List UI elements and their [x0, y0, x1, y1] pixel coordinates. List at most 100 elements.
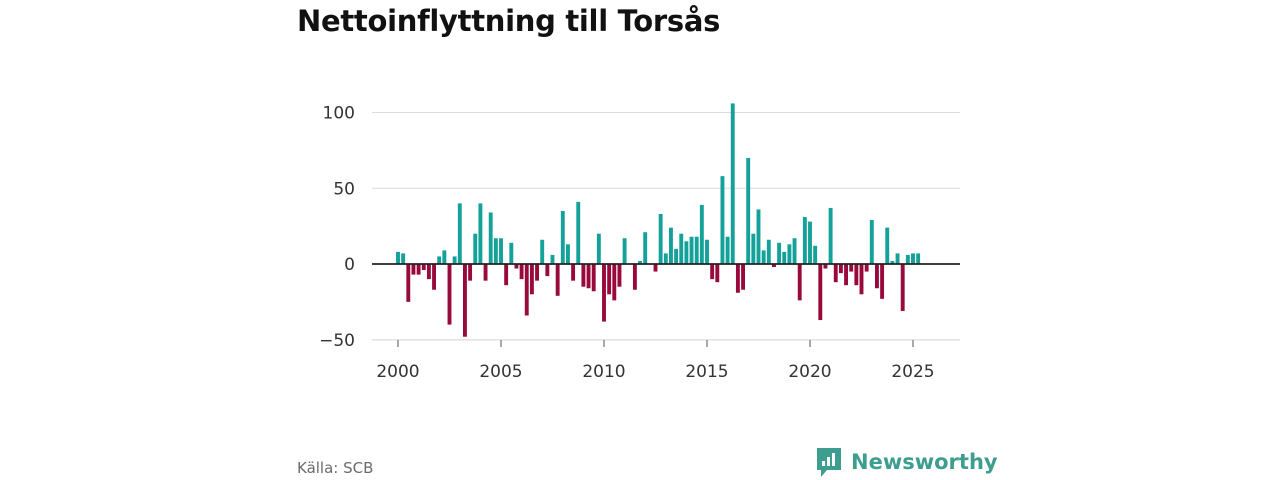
newsworthy-logo-icon: [817, 448, 841, 477]
chart-title: Nettoinflyttning till Torsås: [297, 4, 721, 38]
bar: [442, 250, 447, 264]
bar: [916, 253, 921, 264]
y-tick-label: −50: [319, 331, 355, 351]
bar: [504, 264, 509, 286]
bar: [452, 256, 457, 264]
bar: [715, 264, 720, 283]
x-tick-label: 2010: [582, 362, 625, 382]
y-tick-label: 50: [333, 179, 355, 199]
bar: [730, 103, 735, 264]
bar: [751, 233, 756, 264]
bar: [411, 264, 416, 275]
bar: [875, 264, 879, 289]
bar: [689, 236, 694, 264]
bar: [396, 251, 400, 264]
bar: [880, 264, 885, 299]
bar: [483, 264, 488, 281]
bars: [396, 103, 921, 337]
bar: [833, 264, 838, 283]
bar: [586, 264, 591, 289]
bar: [720, 176, 725, 264]
bar: [766, 239, 771, 264]
bar: [432, 264, 436, 290]
bar: [741, 264, 745, 290]
bar: [488, 212, 493, 264]
x-tick-label: 2020: [788, 362, 831, 382]
bar: [447, 264, 452, 325]
bar: [529, 264, 534, 295]
bar: [900, 264, 905, 311]
bar: [421, 264, 426, 271]
bar: [787, 244, 792, 265]
bar: [813, 245, 818, 264]
bar: [890, 260, 895, 264]
bar: [761, 250, 766, 264]
bar: [710, 264, 715, 280]
bar: [838, 264, 843, 274]
x-tick-label: 2000: [376, 362, 419, 382]
bar: [591, 264, 596, 292]
bar: [550, 254, 555, 264]
bar: [560, 210, 565, 264]
bar: [524, 264, 529, 316]
bar: [612, 264, 617, 301]
bar: [622, 238, 627, 264]
bar: [478, 203, 483, 264]
bar: [818, 264, 823, 321]
bar: [905, 254, 910, 264]
bar: [602, 264, 606, 322]
bar: [638, 260, 642, 264]
bar: [663, 253, 668, 264]
bar: [792, 238, 797, 264]
bar: [581, 264, 586, 287]
bar: [705, 239, 709, 264]
bar: [823, 264, 828, 269]
bar: [643, 232, 648, 264]
bar: [746, 157, 751, 264]
bar: [885, 227, 890, 264]
bar: [772, 264, 776, 268]
bar: [540, 239, 545, 264]
bar: [735, 264, 740, 293]
bar: [617, 264, 622, 287]
bar: [658, 214, 663, 264]
bar: [725, 236, 730, 264]
bar: [493, 238, 498, 264]
bar: [684, 241, 689, 264]
bar: [406, 264, 411, 302]
bar: [499, 238, 503, 264]
y-tick-label: 0: [344, 255, 355, 275]
bar: [849, 264, 854, 272]
bar: [653, 264, 658, 272]
x-tick-label: 2015: [685, 362, 728, 382]
y-tick-label: 100: [323, 104, 355, 124]
x-axis: 2000 2005 2010 2015 2020 2025: [376, 340, 935, 382]
bar: [632, 264, 637, 290]
bar: [854, 264, 859, 286]
bar: [694, 236, 699, 264]
bar: [457, 203, 462, 264]
bar: [828, 207, 833, 264]
bar: [555, 264, 560, 296]
bar: [514, 264, 519, 269]
grid-lines: [372, 112, 960, 341]
bar: [669, 227, 673, 264]
bar: [468, 264, 473, 281]
bar: [566, 244, 570, 265]
bar: [869, 220, 874, 264]
bar: [797, 264, 802, 301]
bar: [535, 264, 539, 281]
bar: [463, 264, 467, 337]
bar: [895, 253, 900, 264]
bar: [808, 221, 812, 264]
bar: [802, 217, 807, 264]
bar: [679, 233, 684, 264]
bar: [437, 256, 442, 264]
bar: [782, 251, 787, 264]
bar: [859, 264, 864, 295]
source-note: Källa: SCB: [297, 459, 374, 477]
brand-logo[interactable]: Newsworthy: [815, 446, 998, 478]
brand-name: Newsworthy: [851, 450, 998, 474]
bar: [519, 264, 524, 280]
bar: [674, 248, 679, 264]
